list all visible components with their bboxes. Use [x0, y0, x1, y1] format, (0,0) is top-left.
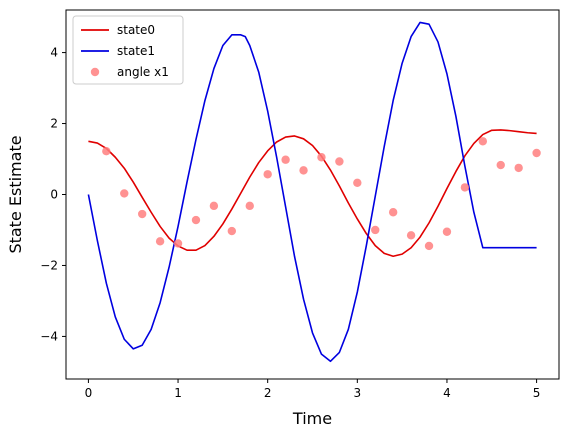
legend-box	[72, 15, 184, 85]
y-tick-label: 0	[50, 188, 58, 202]
scatter-point	[478, 137, 488, 146]
scatter-point	[335, 157, 344, 166]
scatter-point	[173, 239, 183, 248]
x-tick-label: 2	[264, 386, 272, 400]
scatter-point	[353, 178, 362, 187]
scatter-point	[496, 160, 505, 170]
scatter-point	[245, 201, 254, 211]
scatter-point	[137, 209, 147, 219]
legend-swatch	[90, 67, 100, 77]
scatter-point	[281, 155, 290, 164]
scatter-point	[102, 147, 111, 156]
y-tick-label: 4	[50, 46, 58, 60]
scatter-point	[532, 148, 541, 158]
scatter-point	[317, 153, 326, 162]
scatter-point	[424, 241, 434, 251]
x-tick-label: 3	[353, 386, 361, 400]
x-tick-label: 1	[174, 386, 182, 400]
scatter-point	[371, 225, 380, 235]
y-tick-label: −2	[40, 258, 58, 272]
scatter-point	[120, 189, 129, 198]
x-tick-label: 0	[85, 386, 93, 400]
x-axis-title: Time	[292, 409, 332, 428]
series-line-state1	[87, 21, 537, 363]
scatter-point	[299, 166, 308, 175]
scatter-point	[263, 170, 272, 179]
legend-label: state0	[117, 23, 155, 37]
scatter-point	[191, 215, 201, 225]
legend: state0 state1 angle x1	[72, 15, 184, 85]
series-line-state0	[88, 129, 537, 258]
scatter-point	[460, 183, 470, 192]
ticks-layer: 0 1 2 3 4 5 −4 −2 0 2 4	[40, 46, 540, 400]
scatter-point	[442, 227, 452, 236]
scatter-point	[209, 201, 219, 211]
scatter-point	[406, 231, 416, 240]
x-tick-label: 4	[443, 386, 451, 400]
y-axis-title: State Estimate	[6, 135, 25, 253]
x-tick-label: 5	[533, 386, 541, 400]
y-tick-label: −4	[40, 329, 58, 343]
scatter-point	[514, 163, 523, 173]
scatter-point	[155, 237, 165, 246]
legend-label: angle x1	[117, 65, 169, 79]
y-tick-label: 2	[50, 117, 58, 131]
scatter-point	[227, 226, 237, 236]
legend-label: state1	[117, 44, 155, 58]
series-layer	[87, 21, 541, 363]
scatter-point	[388, 208, 398, 217]
